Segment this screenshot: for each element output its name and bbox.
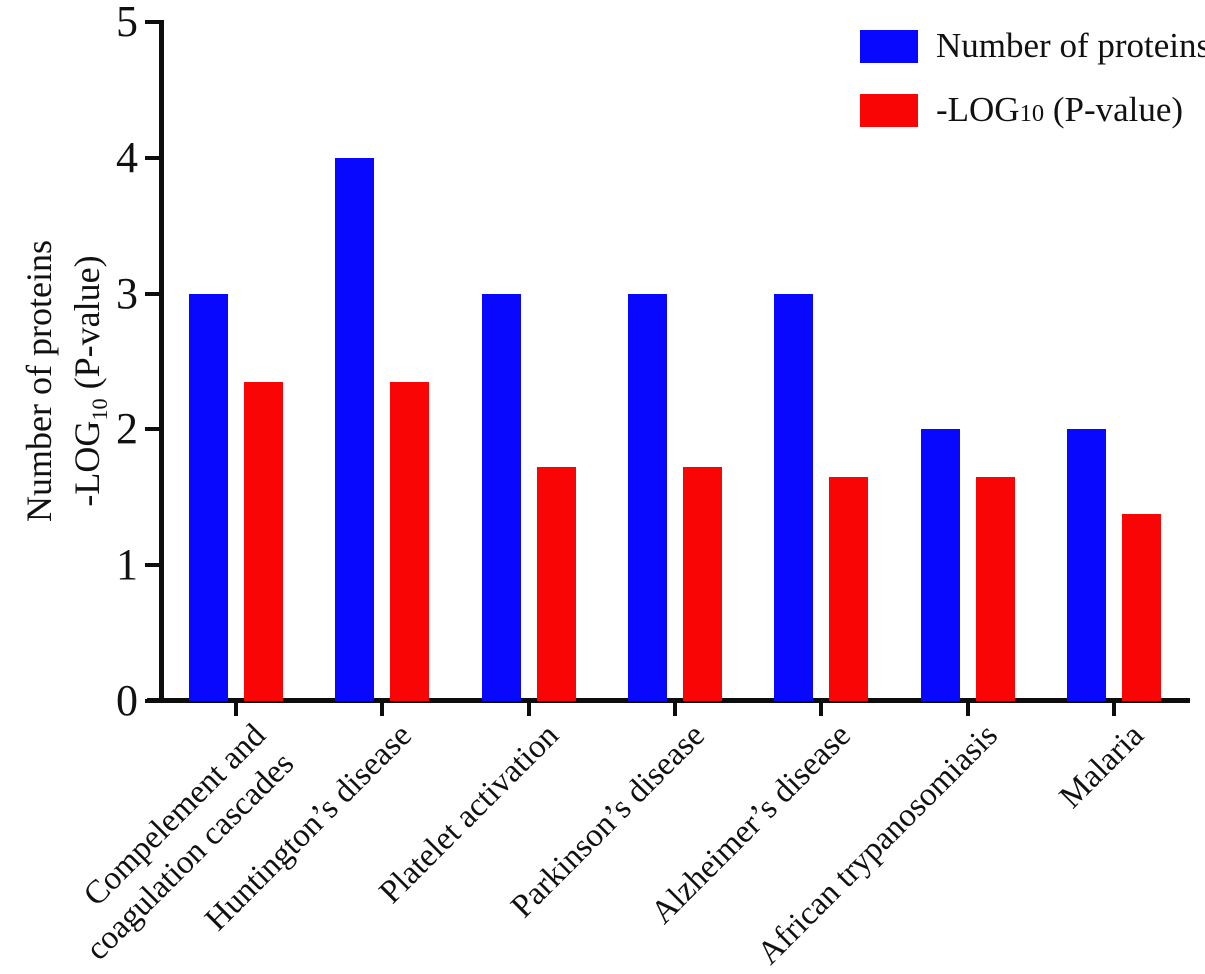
bar [1122, 514, 1161, 701]
bar [774, 294, 813, 701]
y-axis-label-line1: Number of proteins [19, 240, 59, 522]
bar [537, 467, 576, 701]
bar [921, 429, 960, 701]
x-axis-tick [966, 703, 970, 716]
y-tick-label: 4 [116, 132, 138, 182]
y-axis-tick [145, 20, 161, 24]
x-axis-tick [1112, 703, 1116, 716]
x-axis-tick [673, 703, 677, 716]
bar [628, 294, 667, 701]
bar [683, 467, 722, 701]
y-tick-label: 3 [116, 268, 138, 318]
x-axis-tick [234, 703, 238, 716]
legend-label-number-of-proteins: Number of proteins [936, 26, 1205, 65]
category-label: Compelement and coagulation cascades [76, 717, 302, 968]
y-axis-line [159, 20, 164, 703]
bar [244, 382, 283, 701]
legend-item-number-of-proteins: Number of proteins [860, 24, 1205, 68]
y-tick-label: 2 [116, 404, 138, 454]
bar [976, 477, 1015, 701]
legend-swatch-blue [860, 29, 918, 63]
y-axis-tick [145, 427, 161, 432]
legend-swatch-red [860, 93, 918, 127]
y-axis-tick [145, 699, 161, 703]
bar [482, 294, 521, 701]
x-axis-tick [819, 703, 823, 716]
bar [829, 477, 868, 701]
legend-label-pvalue: -LOG10 (P-value) [936, 90, 1184, 129]
y-axis-tick [145, 155, 161, 160]
log-subscript: 10 [1019, 100, 1045, 127]
bar [335, 158, 374, 701]
bar [189, 294, 228, 701]
y-tick-label: 0 [116, 676, 138, 725]
y-tick-label: 1 [116, 540, 138, 590]
bar [390, 382, 429, 701]
y-axis-tick [145, 291, 161, 296]
bar [1067, 429, 1106, 701]
x-axis-line [147, 698, 1190, 703]
x-axis-tick [527, 703, 531, 716]
y-tick-label: 5 [116, 0, 138, 46]
y-axis-tick [145, 563, 161, 568]
legend-item-pvalue: -LOG10 (P-value) [860, 88, 1183, 132]
x-axis-tick [380, 703, 384, 716]
